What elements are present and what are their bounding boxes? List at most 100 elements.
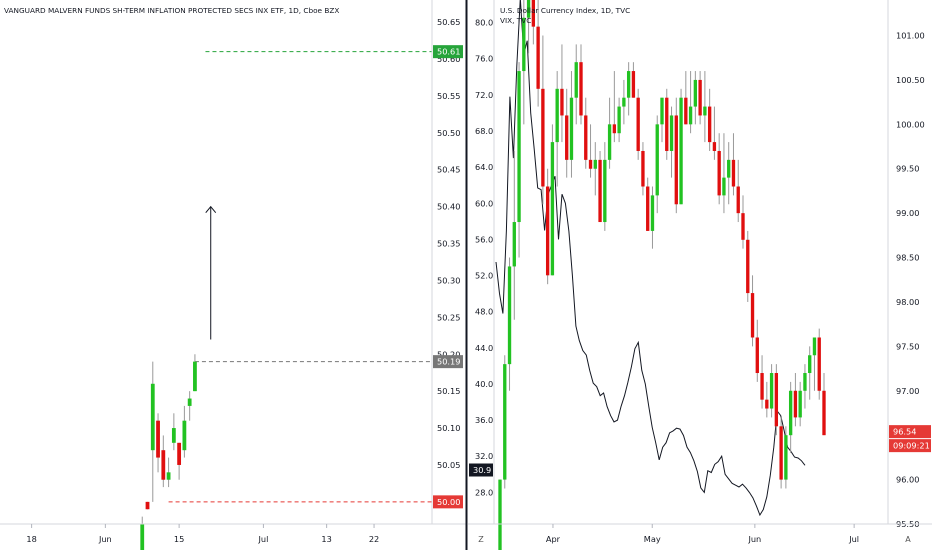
right-price-axis[interactable]: 101.00 100.50 100.00 99.50 99.00 98.50 98.00 97… (887, 0, 932, 529)
right-candle-7 (531, 0, 536, 27)
right-candle-26 (622, 97, 626, 107)
left-y-tick-10: 50.15 (437, 386, 460, 396)
right-time-axis[interactable]: Z A Apr May Jun Jul (468, 523, 932, 546)
right-candle-17 (579, 62, 583, 116)
right-pane[interactable]: U.S. Dollar Currency Index, 1D, TVC VIX,… (468, 0, 888, 554)
vix-y-tick-7: 52.0 (475, 271, 493, 281)
right-candle-23 (607, 124, 612, 160)
right-x-tick-3: Jul (848, 534, 859, 544)
right-candle-27 (626, 71, 631, 98)
right-y-tick-5: 98.50 (896, 253, 919, 263)
right-candle-53 (750, 293, 755, 338)
left-y-tick-7: 50.30 (437, 275, 460, 285)
right-candle-4 (517, 71, 521, 223)
right-candle-54 (755, 337, 759, 374)
overlay-series-name: VIX, TVC (500, 16, 531, 25)
left-y-tick-12: 50.05 (437, 460, 460, 470)
vix-y-tick-9: 44.0 (475, 343, 493, 353)
right-candle-51 (741, 213, 745, 240)
right-candle-44 (707, 106, 712, 143)
right-candle-43 (703, 106, 707, 116)
left-candle-3 (156, 420, 160, 458)
left-candle-1 (145, 501, 150, 510)
right-candle-47 (722, 177, 726, 196)
vix-y-tick-13: 28.0 (475, 487, 493, 497)
left-y-tick-3: 50.50 (437, 128, 460, 138)
right-y-tick-9: 96.00 (896, 475, 919, 485)
right-candle-0 (498, 479, 502, 551)
left-candle-0 (140, 524, 145, 554)
vix-y-tick-1: 76.0 (475, 54, 493, 64)
left-candle-2 (150, 383, 155, 451)
vix-y-tick-12: 32.0 (475, 451, 493, 461)
right-candle-46 (717, 150, 721, 196)
right-candle-67 (817, 337, 821, 391)
vix-value-badge-bg (469, 463, 493, 477)
right-candle-22 (603, 159, 607, 223)
left-x-tick-4: 13 (321, 534, 331, 544)
right-chart-title: U.S. Dollar Currency Index, 1D, TVC (500, 6, 630, 15)
right-candle-40 (688, 106, 693, 125)
last-price-badge: 96.54 (893, 427, 916, 437)
right-candle-14 (565, 115, 569, 160)
auto-scale-button[interactable] (900, 530, 916, 546)
right-candle-59 (779, 426, 783, 480)
right-candle-31 (646, 186, 650, 231)
countdown-badge-bg (889, 439, 931, 453)
right-x-tick-0: Apr (546, 534, 561, 544)
left-level-badge-0-bg (433, 45, 463, 59)
left-time-axis[interactable]: 18 Jun 15 Jul 13 22 (0, 523, 466, 544)
right-candle-30 (641, 150, 645, 187)
right-candle-15 (569, 97, 574, 160)
right-y-tick-7: 97.50 (896, 341, 919, 351)
right-candle-33 (655, 124, 659, 196)
right-candle-60 (784, 435, 788, 480)
left-pane[interactable]: VANGUARD MALVERN FUNDS SH-TERM INFLATION… (0, 0, 432, 554)
right-candle-8 (536, 26, 540, 89)
left-y-tick-8: 50.25 (437, 312, 460, 322)
right-y-tick-0: 101.00 (896, 31, 925, 41)
right-candle-50 (736, 186, 740, 214)
right-y-tick-8: 97.00 (896, 386, 919, 396)
right-candle-20 (593, 159, 597, 169)
left-plot-area[interactable] (0, 0, 432, 524)
vix-y-tick-10: 40.0 (475, 379, 493, 389)
right-candle-6 (526, 0, 531, 18)
right-candle-5 (522, 17, 526, 72)
right-candle-49 (731, 159, 736, 187)
left-candle-10 (193, 361, 197, 392)
left-level-badge-2-bg (433, 495, 463, 509)
right-candle-45 (712, 142, 717, 151)
vix-y-tick-3: 68.0 (475, 126, 493, 136)
left-y-tick-1: 50.60 (437, 54, 460, 64)
right-candle-56 (765, 399, 769, 409)
last-price-badge-bg (889, 425, 931, 439)
right-candle-3 (512, 222, 516, 267)
right-candle-68 (822, 390, 826, 436)
left-candle-8 (182, 420, 187, 451)
left-x-tick-1: Jun (98, 534, 112, 544)
right-candle-2 (507, 266, 512, 365)
left-x-tick-0: 18 (26, 534, 36, 544)
left-price-axis[interactable]: 50.65 50.60 50.55 50.50 50.45 50.40 50.35 50.30… (431, 0, 466, 524)
right-candle-37 (674, 115, 678, 205)
right-x-tick-1: May (644, 534, 661, 544)
vix-y-tick-5: 60.0 (475, 198, 493, 208)
right-candle-58 (774, 373, 779, 427)
right-candle-11 (550, 142, 555, 276)
left-x-tick-3: Jul (257, 534, 268, 544)
right-plot-area[interactable] (468, 0, 888, 524)
right-candle-10 (545, 186, 550, 276)
vix-y-tick-8: 48.0 (475, 307, 493, 317)
left-candle-4 (161, 450, 166, 480)
scale-mode-button-z[interactable] (473, 530, 489, 546)
vix-scale-axis[interactable]: 80.0 76.0 72.0 68.0 64.0 60.0 56.0 52.0 48.0 44.0… (468, 0, 495, 524)
left-level-badge-1: 50.19 (437, 357, 460, 367)
right-candle-38 (679, 97, 683, 205)
right-candle-66 (812, 337, 817, 356)
vix-y-tick-2: 72.0 (475, 90, 493, 100)
right-candle-32 (650, 195, 655, 231)
right-x-tick-2: Jun (747, 534, 761, 544)
right-candle-48 (727, 159, 731, 178)
